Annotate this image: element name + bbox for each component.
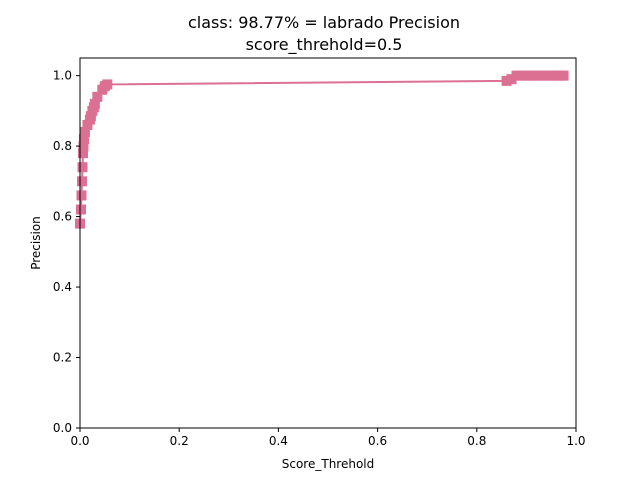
x-axis-label: Score_Threhold bbox=[282, 457, 375, 471]
x-tick-label: 0.2 bbox=[170, 434, 189, 448]
chart-title-line2: score_threhold=0.5 bbox=[246, 35, 403, 55]
data-point-marker bbox=[75, 204, 86, 215]
data-point-marker bbox=[78, 141, 89, 152]
x-axis-ticks: 0.0 0.2 0.4 0.6 0.8 1.0 bbox=[70, 428, 586, 448]
y-axis-ticks: 0.0 0.2 0.4 0.6 0.8 1.0 bbox=[53, 69, 80, 435]
plot-area bbox=[75, 70, 569, 229]
data-point-marker bbox=[558, 70, 569, 81]
y-tick-label: 0.6 bbox=[53, 210, 72, 224]
x-tick-label: 0.4 bbox=[269, 434, 288, 448]
axes-frame bbox=[79, 57, 577, 429]
x-tick-label: 0.8 bbox=[467, 434, 486, 448]
data-point-marker bbox=[76, 176, 87, 187]
x-tick-label: 0.6 bbox=[368, 434, 387, 448]
x-tick-label: 0.0 bbox=[70, 434, 89, 448]
data-point-marker bbox=[78, 134, 89, 145]
data-point-marker bbox=[92, 91, 103, 102]
data-point-marker bbox=[77, 148, 88, 159]
y-axis-label: Precision bbox=[29, 216, 43, 270]
y-tick-label: 0.0 bbox=[53, 421, 72, 435]
y-tick-label: 0.2 bbox=[53, 351, 72, 365]
y-tick-label: 1.0 bbox=[53, 69, 72, 83]
data-point-marker bbox=[76, 190, 87, 201]
data-point-marker bbox=[85, 111, 96, 122]
data-point-marker bbox=[77, 162, 88, 173]
data-point-marker bbox=[79, 127, 90, 137]
data-point-marker bbox=[89, 98, 100, 109]
data-point-marker bbox=[82, 119, 93, 130]
chart-title-line1: class: 98.77% = labrado Precision bbox=[188, 13, 460, 32]
data-point-marker bbox=[102, 79, 113, 90]
y-tick-label: 0.4 bbox=[53, 280, 72, 294]
x-tick-label: 1.0 bbox=[566, 434, 585, 448]
y-tick-label: 0.8 bbox=[53, 139, 72, 153]
